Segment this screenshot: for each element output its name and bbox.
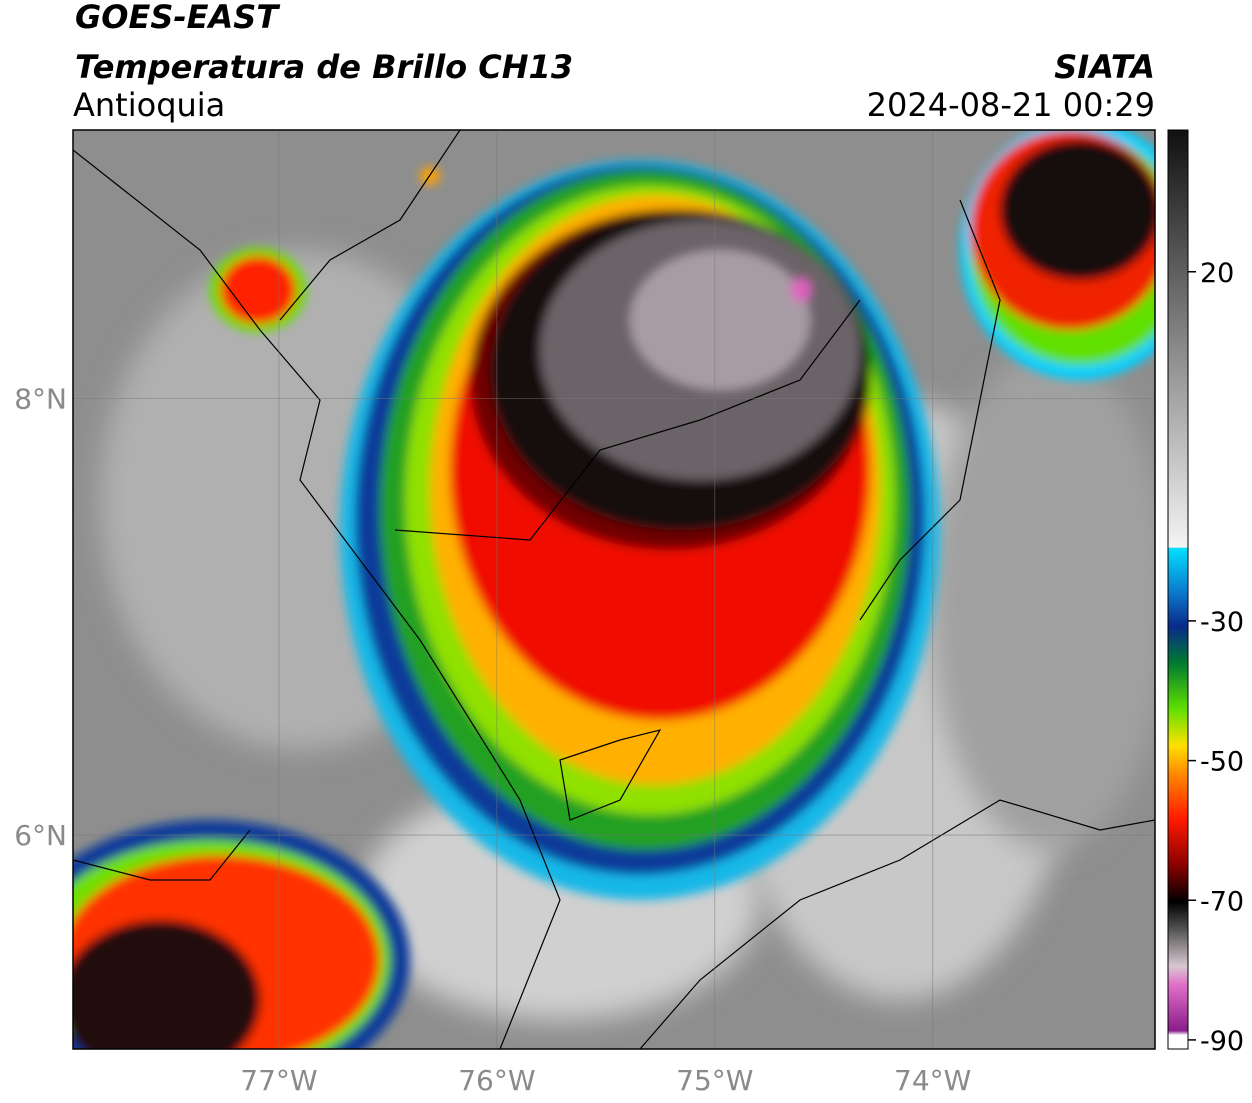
source: SIATA: [1054, 48, 1155, 86]
lat-tick-label: 8°N: [14, 382, 67, 415]
colorbar-tick-label: -30: [1200, 607, 1244, 638]
datetime: 2024-08-21 00:29: [867, 86, 1155, 124]
colorbar-tick-label: -50: [1200, 747, 1244, 778]
lon-tick-label: 74°W: [894, 1064, 971, 1097]
lon-tick-label: 75°W: [676, 1064, 753, 1097]
colorbar: [1167, 129, 1189, 1050]
colorbar-tick-label: -90: [1200, 1026, 1244, 1057]
lon-tick-label: 76°W: [458, 1064, 535, 1097]
map-frame: [72, 129, 1156, 1050]
lon-tick-label: 77°W: [240, 1064, 317, 1097]
title: GOES-EAST: [75, 0, 280, 36]
borders: [73, 130, 1155, 1049]
colorbar-tick-label: 20: [1200, 258, 1234, 289]
region: Antioquia: [73, 86, 225, 124]
colorbar-tick-label: -70: [1200, 886, 1244, 917]
subtitle: Temperatura de Brillo CH13: [75, 48, 573, 86]
lat-tick-label: 6°N: [14, 819, 67, 852]
satellite-image: [73, 130, 1155, 1049]
